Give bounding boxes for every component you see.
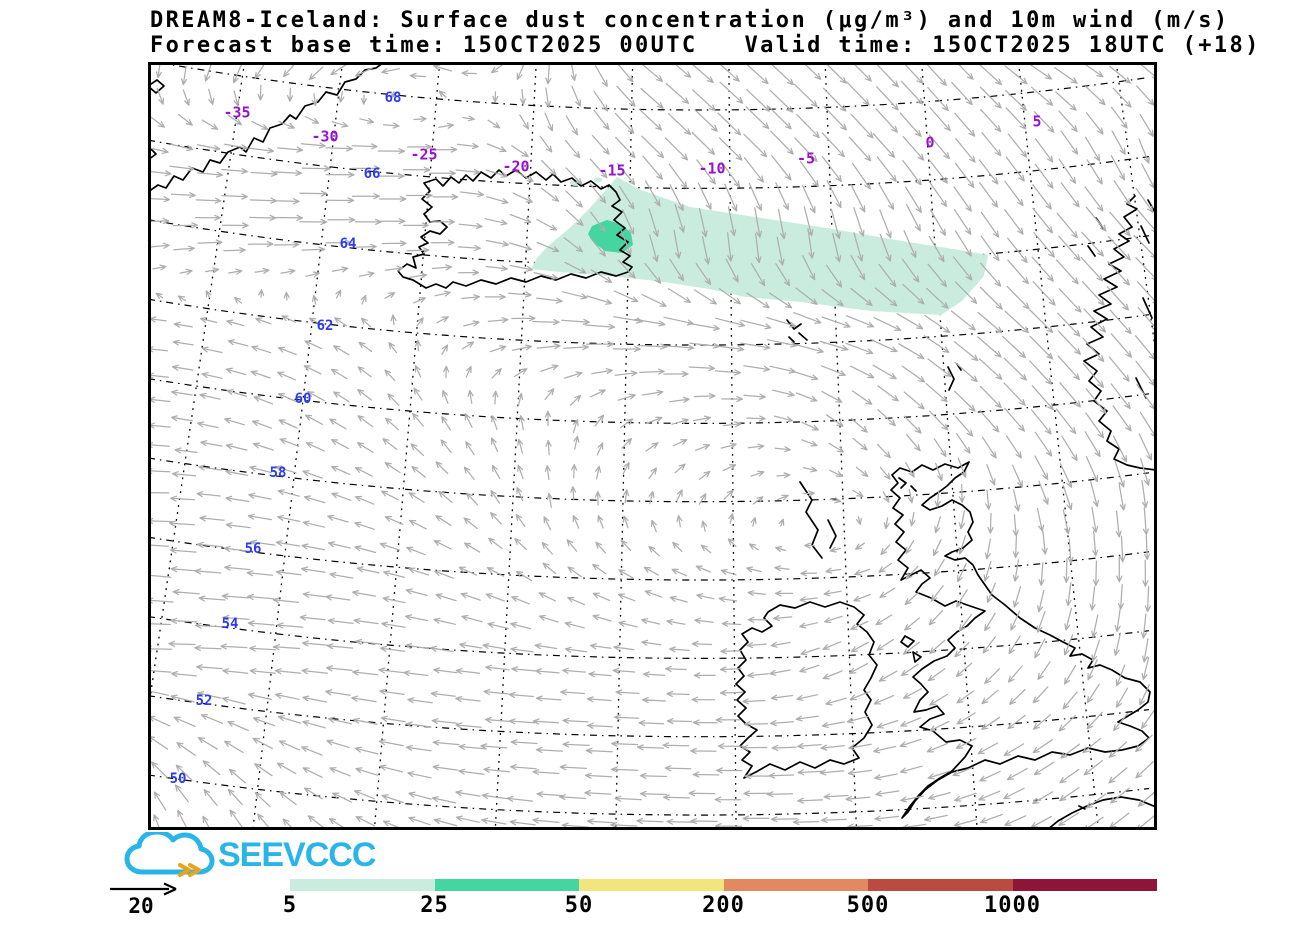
parallel-line [150, 536, 1150, 581]
wind-arrows [150, 63, 1155, 829]
coastline [912, 651, 922, 663]
wind-arrow-layer [150, 63, 1155, 829]
coastline [1083, 195, 1155, 471]
lon-label: 0 [925, 133, 934, 151]
parallel-line [160, 63, 1150, 111]
coastline [827, 519, 837, 549]
parallel-line [150, 298, 1150, 346]
coastline [150, 79, 165, 94]
lat-label: 68 [385, 90, 402, 106]
lat-label: 52 [196, 693, 213, 709]
lat-label: 56 [245, 541, 262, 557]
parallel-line [150, 139, 1150, 189]
lon-label: 5 [1032, 112, 1041, 130]
coastline [1140, 225, 1150, 244]
dust-plume-layer [531, 177, 988, 315]
lat-label: 54 [222, 616, 239, 632]
coastline [1142, 297, 1153, 319]
coastline [799, 481, 823, 559]
coastline [900, 635, 915, 648]
lon-label: -15 [598, 161, 625, 179]
coastline [898, 477, 907, 489]
parallel-line [150, 616, 1150, 659]
coastline [788, 336, 795, 343]
coastline [150, 63, 385, 192]
lon-label: -30 [311, 127, 338, 145]
lat-label: 50 [170, 771, 187, 787]
coastline [947, 366, 955, 391]
lon-label: -20 [502, 157, 529, 175]
logo-text: SEEVCCC [218, 836, 376, 874]
page-title: DREAM8-Iceland: Surface dust concentrati… [150, 8, 1230, 33]
map-labels-layer: -35 -30 -25 -20 -15 -10 -5 0 5 68 66 64 62 60 58 56 54 52… [170, 90, 1042, 787]
coastline [890, 461, 1151, 819]
lat-label: 58 [270, 465, 287, 481]
coastline [1046, 796, 1155, 829]
lat-label: 60 [295, 391, 312, 407]
lon-label: -25 [410, 145, 437, 163]
lon-label: -35 [223, 103, 250, 121]
lat-label: 62 [317, 318, 334, 334]
seevccc-logo: SEEVCCC [122, 829, 422, 882]
parallel-line [150, 774, 1150, 816]
parallel-line [150, 695, 1150, 738]
lat-label: 66 [364, 166, 381, 182]
forecast-time-subtitle: Forecast base time: 15OCT2025 00UTC Vali… [150, 33, 1261, 58]
coastline [1078, 805, 1086, 810]
logo-arrow-icon [178, 863, 201, 877]
lon-label: -5 [797, 149, 815, 167]
meridian-line [1115, 63, 1155, 353]
dust-plume-light [531, 177, 988, 315]
coastline [735, 601, 878, 779]
meridian-line [921, 63, 978, 829]
cloud-icon [124, 829, 215, 877]
dust-speck [594, 177, 602, 183]
meridian-line [1018, 63, 1100, 829]
coastline [1087, 245, 1096, 257]
coastline [910, 485, 917, 492]
parallel-line [150, 457, 1150, 503]
meridian-line [150, 63, 246, 700]
graticule-layer [150, 63, 1155, 829]
coastline [798, 332, 808, 341]
map-border [148, 62, 1157, 830]
lat-label: 64 [340, 236, 357, 252]
coastline [786, 319, 802, 330]
lon-label: -10 [698, 159, 725, 177]
